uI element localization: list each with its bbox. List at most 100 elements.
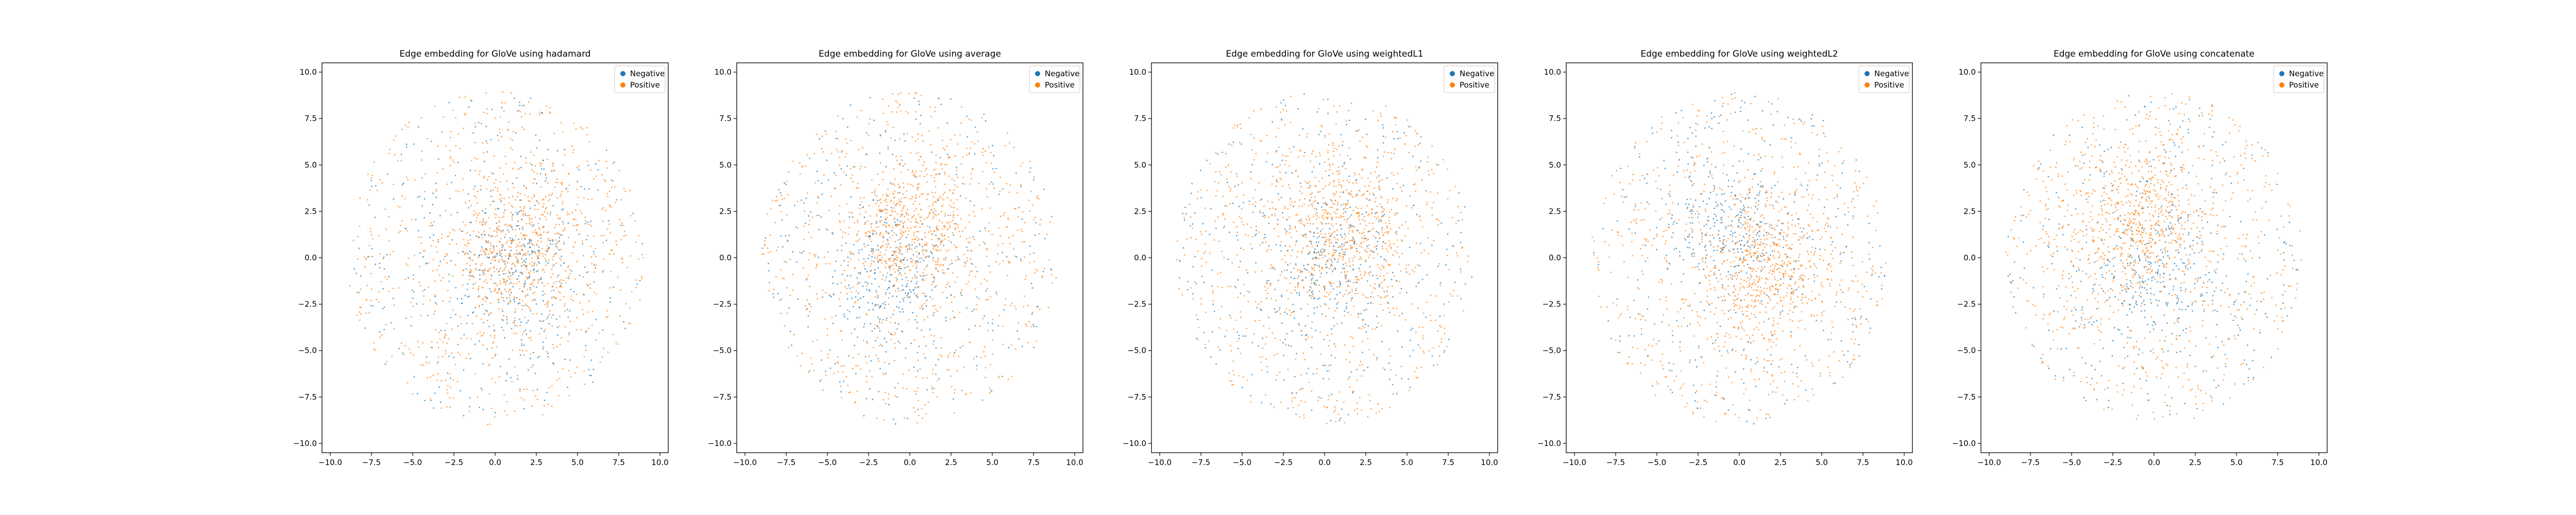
- positive-point: [1421, 226, 1423, 228]
- negative-point: [1279, 307, 1281, 309]
- positive-point: [1205, 207, 1206, 209]
- positive-point: [941, 221, 943, 224]
- positive-point: [908, 319, 910, 321]
- positive-point: [1037, 195, 1038, 197]
- positive-point: [1415, 169, 1417, 171]
- negative-point: [1351, 297, 1353, 299]
- positive-point: [884, 391, 886, 393]
- positive-point: [468, 257, 469, 259]
- positive-point: [897, 93, 899, 95]
- negative-point: [524, 246, 526, 248]
- negative-point: [486, 297, 488, 299]
- positive-point: [551, 405, 553, 407]
- positive-point: [530, 224, 532, 226]
- positive-point: [926, 198, 928, 200]
- positive-point: [844, 286, 846, 287]
- positive-point: [533, 244, 535, 246]
- negative-point: [1364, 323, 1366, 325]
- positive-point: [485, 296, 487, 298]
- positive-point: [1334, 193, 1336, 195]
- positive-point: [806, 278, 808, 280]
- negative-point: [991, 322, 993, 324]
- negative-point: [636, 283, 638, 285]
- negative-point: [866, 153, 868, 155]
- positive-point: [949, 221, 951, 223]
- positive-point: [879, 254, 882, 256]
- positive-point: [465, 357, 467, 359]
- negative-point: [519, 388, 521, 390]
- positive-point: [902, 331, 904, 333]
- positive-point: [572, 246, 574, 248]
- positive-point: [851, 332, 853, 334]
- positive-point: [886, 231, 888, 233]
- positive-point: [816, 202, 818, 204]
- positive-point: [1322, 188, 1324, 190]
- negative-point: [1302, 235, 1304, 237]
- positive-point: [438, 332, 440, 334]
- negative-point: [429, 236, 431, 238]
- positive-point: [523, 129, 525, 130]
- positive-point: [913, 210, 916, 212]
- positive-point: [452, 228, 454, 230]
- positive-point: [530, 221, 532, 223]
- positive-point: [948, 249, 950, 251]
- negative-point: [879, 135, 882, 136]
- positive-point: [438, 265, 440, 267]
- negative-point: [539, 237, 541, 239]
- positive-point: [479, 236, 480, 238]
- positive-point: [849, 391, 851, 393]
- positive-point: [525, 162, 527, 164]
- positive-point: [553, 297, 555, 299]
- positive-point: [593, 178, 595, 180]
- negative-point: [938, 173, 940, 175]
- negative-point: [1334, 249, 1336, 251]
- positive-point: [424, 191, 426, 193]
- positive-point: [569, 320, 571, 322]
- positive-point: [1407, 228, 1409, 229]
- positive-point: [1316, 232, 1318, 234]
- negative-point: [948, 286, 951, 287]
- positive-point: [917, 294, 918, 296]
- negative-point: [902, 165, 904, 167]
- positive-point: [510, 225, 512, 227]
- positive-point: [1321, 126, 1323, 128]
- negative-point: [879, 368, 881, 369]
- positive-point: [780, 269, 782, 271]
- positive-point: [520, 232, 522, 234]
- positive-point: [513, 332, 515, 334]
- negative-point: [1318, 133, 1320, 135]
- positive-point: [1368, 185, 1370, 187]
- positive-point: [1365, 297, 1367, 298]
- positive-point: [951, 178, 953, 180]
- negative-point: [498, 270, 500, 272]
- positive-point: [505, 284, 506, 286]
- positive-point: [435, 188, 437, 191]
- positive-point: [985, 376, 986, 379]
- positive-point: [915, 111, 917, 113]
- positive-point: [1309, 219, 1311, 221]
- positive-point: [516, 244, 518, 246]
- negative-point: [1212, 303, 1214, 305]
- positive-point: [1357, 130, 1359, 132]
- negative-point: [985, 120, 987, 122]
- positive-point: [529, 113, 531, 115]
- positive-point: [481, 263, 483, 265]
- negative-point: [510, 291, 512, 294]
- negative-point: [1255, 234, 1256, 236]
- positive-point: [890, 265, 891, 267]
- positive-point: [969, 341, 971, 344]
- positive-point: [1286, 278, 1287, 279]
- negative-point: [1317, 202, 1319, 204]
- negative-point: [863, 258, 865, 260]
- positive-point: [1018, 216, 1019, 218]
- x-tick-label: −10.0: [318, 458, 342, 467]
- positive-point: [1327, 211, 1329, 213]
- positive-point: [942, 291, 944, 294]
- positive-point: [560, 279, 562, 281]
- positive-point: [1409, 195, 1411, 197]
- negative-point: [594, 264, 596, 266]
- negative-point: [912, 312, 913, 314]
- positive-point: [443, 116, 445, 118]
- positive-point: [429, 225, 431, 227]
- positive-point: [1348, 258, 1350, 260]
